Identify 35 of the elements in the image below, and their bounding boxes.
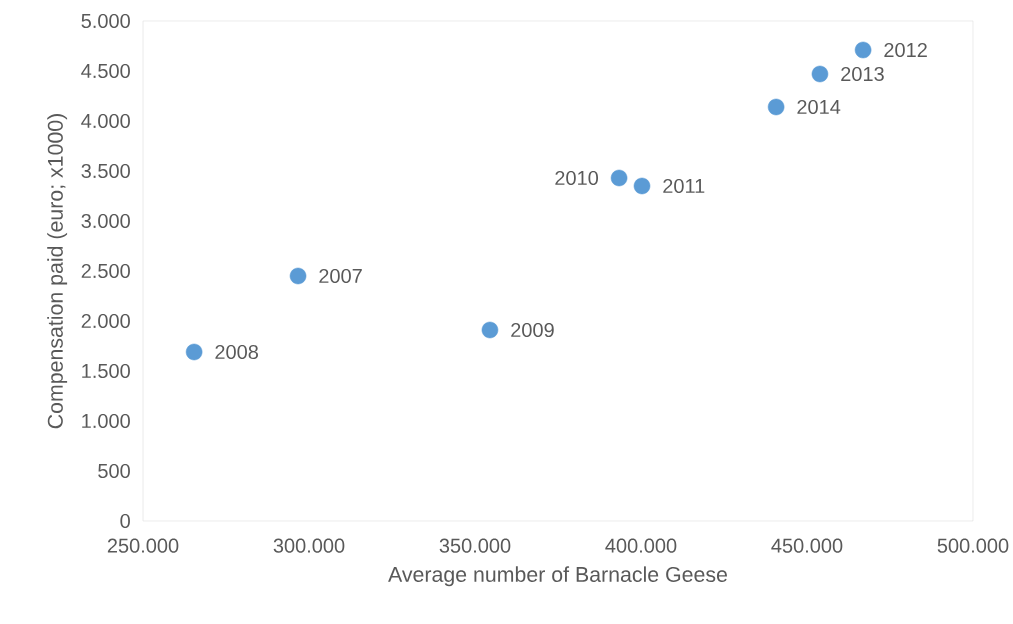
- x-axis-title: Average number of Barnacle Geese: [388, 566, 727, 587]
- y-tick-label: 0: [120, 513, 130, 529]
- y-tick-label: 4.000: [81, 113, 130, 129]
- y-tick-label: 4.500: [81, 63, 130, 79]
- y-tick-label: 2.000: [81, 313, 130, 329]
- point: [481, 321, 499, 339]
- annotation: 2011: [663, 178, 705, 194]
- y-axis-title: Compensation paid (euro; x1000): [47, 114, 68, 429]
- point: [633, 177, 651, 195]
- x-tick-label: 450.000: [771, 538, 843, 553]
- annotation: 2007: [319, 268, 362, 284]
- annotation: 2012: [884, 42, 927, 58]
- point: [185, 343, 203, 361]
- y-tick-label: 5.000: [81, 13, 130, 29]
- point: [854, 41, 872, 59]
- point: [610, 169, 628, 187]
- x-tick-label: 500.000: [937, 538, 1009, 553]
- x-tick-label: 400.000: [605, 538, 677, 553]
- y-tick-label: 1.000: [82, 413, 130, 429]
- x-tick-label: 350.000: [439, 538, 511, 553]
- annotation: 2013: [841, 66, 884, 82]
- annotation: 2010: [555, 170, 599, 186]
- point: [811, 65, 829, 83]
- point: [289, 267, 307, 285]
- point: [767, 98, 785, 116]
- annotation: 2009: [511, 322, 554, 338]
- y-tick-label: 3.000: [81, 213, 130, 229]
- annotation: 2008: [215, 344, 259, 360]
- y-tick-label: 3.500: [81, 163, 130, 179]
- y-tick-label: 500: [98, 463, 130, 479]
- x-tick-label: 300.000: [273, 538, 345, 553]
- x-tick-label: 250.000: [107, 538, 179, 553]
- annotation: 2014: [797, 99, 841, 115]
- y-tick-label: 2.500: [81, 263, 130, 279]
- y-tick-label: 1.500: [82, 363, 130, 379]
